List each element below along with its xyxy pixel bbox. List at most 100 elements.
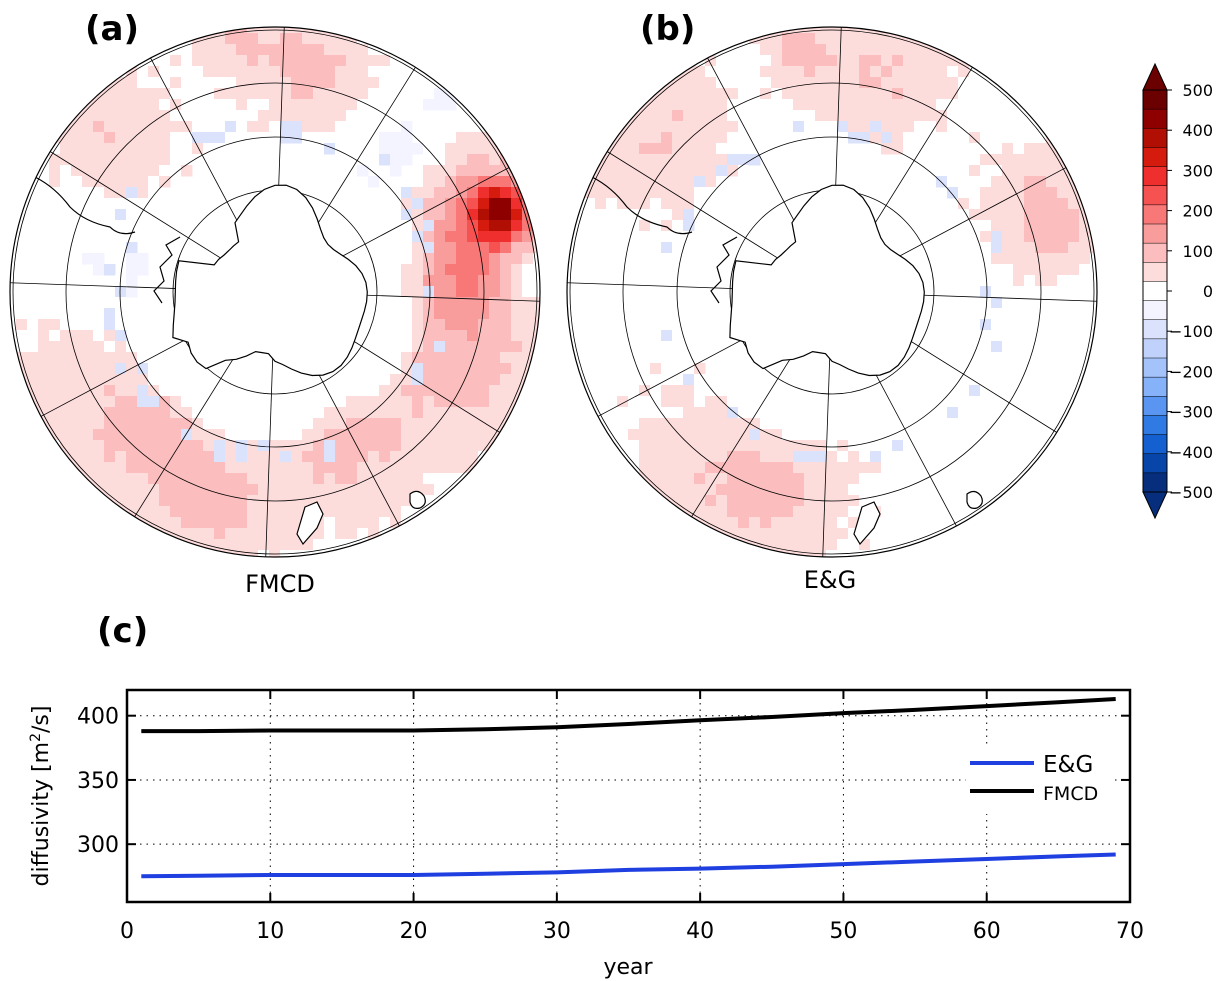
map-cell bbox=[412, 429, 424, 441]
map-cell bbox=[170, 484, 182, 496]
map-cell bbox=[639, 385, 651, 397]
map-cell bbox=[302, 495, 314, 507]
y-axis-label: diffusivity [m2/s] bbox=[28, 706, 54, 887]
map-cell bbox=[181, 143, 193, 155]
map-cell bbox=[980, 88, 992, 100]
map-cell bbox=[969, 352, 981, 364]
map-cell bbox=[1002, 209, 1014, 221]
map-cell bbox=[705, 154, 717, 166]
map-cell bbox=[826, 66, 838, 78]
map-cell bbox=[489, 264, 501, 276]
map-cell bbox=[247, 132, 259, 144]
map-cell bbox=[683, 132, 695, 144]
map-cell bbox=[159, 99, 171, 111]
map-cell bbox=[639, 220, 651, 232]
map-cell bbox=[1046, 330, 1058, 342]
map-cell bbox=[870, 132, 882, 144]
map-cell bbox=[379, 308, 391, 320]
map-cell bbox=[1035, 319, 1047, 331]
map-cell bbox=[236, 473, 248, 485]
map-cell bbox=[434, 484, 446, 496]
map-cell bbox=[936, 165, 948, 177]
map-cell bbox=[335, 429, 347, 441]
map-cell bbox=[313, 99, 325, 111]
map-cell bbox=[60, 121, 72, 133]
map-cell bbox=[225, 99, 237, 111]
map-cell bbox=[324, 143, 336, 155]
map-cell bbox=[126, 242, 138, 254]
map-cell bbox=[672, 143, 684, 155]
x-tick-label: 60 bbox=[973, 919, 1001, 944]
map-cell bbox=[661, 330, 673, 342]
map-cell bbox=[1046, 165, 1058, 177]
map-cell bbox=[291, 451, 303, 463]
map-cell bbox=[650, 429, 662, 441]
map-cell bbox=[258, 550, 270, 557]
map-cell bbox=[826, 121, 838, 133]
map-cell bbox=[214, 121, 226, 133]
map-cell bbox=[423, 220, 435, 232]
map-cell bbox=[467, 407, 479, 419]
map-cell bbox=[401, 319, 413, 331]
map-cell bbox=[137, 209, 149, 221]
map-cell bbox=[782, 407, 794, 419]
map-cell bbox=[650, 396, 662, 408]
map-cell bbox=[914, 154, 926, 166]
map-cell bbox=[159, 473, 171, 485]
map-cell bbox=[903, 132, 915, 144]
map-cell bbox=[49, 374, 61, 386]
map-cell bbox=[126, 396, 138, 408]
map-cell bbox=[1046, 242, 1058, 254]
map-cell bbox=[727, 539, 739, 551]
map-cell bbox=[991, 154, 1003, 166]
map-cell bbox=[467, 275, 479, 287]
map-cell bbox=[456, 319, 468, 331]
map-cell bbox=[936, 154, 948, 166]
map-cell bbox=[705, 429, 717, 441]
map-cell bbox=[881, 66, 893, 78]
colorbar-swatch bbox=[1142, 357, 1168, 378]
map-cell bbox=[192, 88, 204, 100]
x-axis-label: year bbox=[603, 955, 653, 980]
map-cell bbox=[672, 462, 684, 474]
map-cell bbox=[936, 495, 948, 507]
map-cell bbox=[467, 385, 479, 397]
map-cell bbox=[60, 209, 72, 221]
map-cell bbox=[749, 132, 761, 144]
map-cell bbox=[38, 286, 50, 298]
map-cell bbox=[1002, 275, 1014, 287]
map-cell bbox=[71, 396, 83, 408]
map-cell bbox=[969, 209, 981, 221]
map-cell bbox=[390, 517, 402, 529]
map-cell bbox=[412, 440, 424, 452]
map-cell bbox=[1002, 253, 1014, 265]
map-cell bbox=[925, 528, 937, 540]
map-cell bbox=[958, 484, 970, 496]
map-cell bbox=[379, 275, 391, 287]
map-cell bbox=[247, 462, 259, 474]
map-cell bbox=[683, 99, 695, 111]
map-cell bbox=[771, 110, 783, 122]
map-cell bbox=[445, 154, 457, 166]
map-cell bbox=[848, 121, 860, 133]
map-cell bbox=[456, 440, 468, 452]
map-cell bbox=[760, 495, 772, 507]
map-cell bbox=[148, 451, 160, 463]
map-cell bbox=[936, 121, 948, 133]
map-cell bbox=[727, 110, 739, 122]
map-cell bbox=[302, 429, 314, 441]
map-cell bbox=[969, 517, 981, 529]
map-cell bbox=[368, 506, 380, 518]
map-cell bbox=[324, 440, 336, 452]
map-cell bbox=[434, 330, 446, 342]
map-cell bbox=[639, 418, 651, 430]
map-cell bbox=[236, 88, 248, 100]
map-cell bbox=[606, 165, 618, 177]
map-cell bbox=[980, 132, 992, 144]
map-cell bbox=[870, 473, 882, 485]
map-cell bbox=[434, 451, 446, 463]
map-cell bbox=[203, 385, 215, 397]
map-cell bbox=[1002, 176, 1014, 188]
map-cell bbox=[848, 66, 860, 78]
map-cell bbox=[628, 374, 640, 386]
